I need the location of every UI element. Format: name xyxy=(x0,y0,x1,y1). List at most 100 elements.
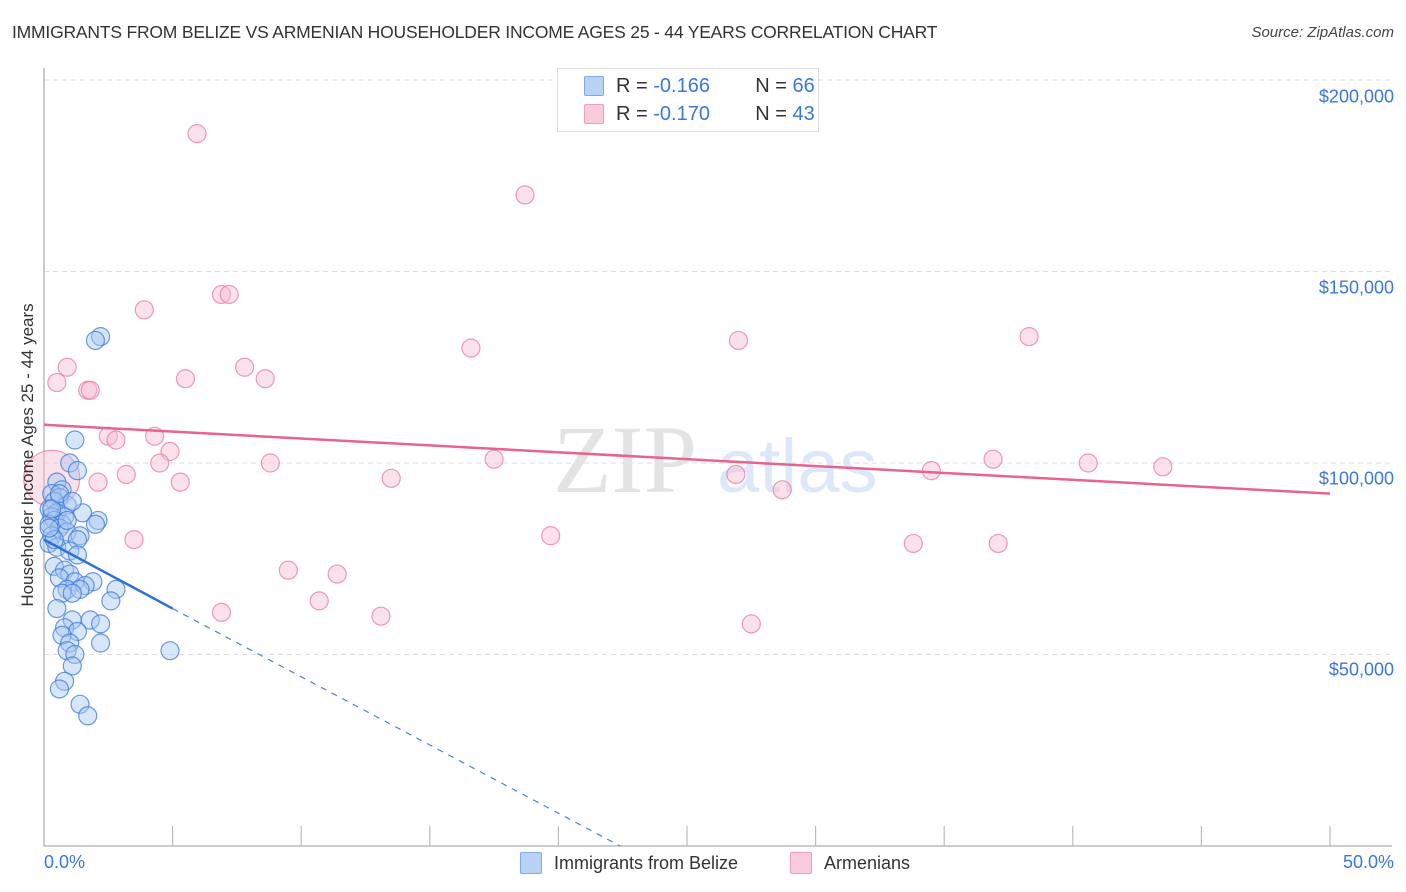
axes xyxy=(43,68,1392,847)
armenians-points xyxy=(23,124,1173,634)
stats-legend: R = -0.166 N = 66 R = -0.170 N = 43 xyxy=(557,68,819,132)
belize-trend-extrapolation xyxy=(172,608,621,847)
armenians-point xyxy=(219,284,239,305)
belize-point xyxy=(54,618,75,638)
armenians-point xyxy=(124,529,144,550)
armenians-point xyxy=(728,330,749,351)
belize-point xyxy=(106,579,126,599)
trend-lines xyxy=(43,423,1331,847)
n-value-armenians: 43 xyxy=(792,102,815,125)
belize-swatch-icon xyxy=(520,852,542,874)
armenians-point xyxy=(726,464,746,485)
belize-point xyxy=(49,679,70,699)
belize-point xyxy=(90,327,111,347)
belize-point xyxy=(44,556,64,577)
belize-point xyxy=(78,706,98,726)
armenians-point xyxy=(170,472,190,492)
armenians-point xyxy=(106,430,126,450)
armenians-point xyxy=(772,480,792,500)
armenians-point xyxy=(903,533,923,554)
belize-swatch-icon xyxy=(584,76,604,96)
r-label: R = xyxy=(616,74,648,97)
belize-point xyxy=(60,453,80,473)
watermark: ZIP atlas xyxy=(553,406,878,513)
armenians-point xyxy=(255,369,275,389)
armenians-swatch-icon xyxy=(790,852,812,874)
belize-point xyxy=(65,644,85,665)
armenians-point xyxy=(515,185,535,205)
legend-row-armenians: R = -0.170 N = 43 xyxy=(584,101,815,127)
armenians-point xyxy=(187,124,207,144)
armenians-point xyxy=(175,369,196,389)
belize-point xyxy=(52,625,72,645)
belize-point xyxy=(85,330,106,351)
belize-point xyxy=(80,610,100,630)
armenians-point xyxy=(260,453,280,473)
armenians-point xyxy=(541,526,561,546)
armenians-point xyxy=(988,533,1008,554)
belize-point xyxy=(57,510,77,531)
armenians-point xyxy=(235,357,255,377)
armenians-point xyxy=(211,602,232,622)
armenians-point xyxy=(371,606,391,626)
armenians-trend-line xyxy=(43,423,1331,495)
belize-point xyxy=(85,514,106,534)
r-value-belize: -0.166 xyxy=(653,74,710,97)
armenians-point xyxy=(211,284,232,305)
x-tick-min: 0.0% xyxy=(44,852,86,872)
armenians-point xyxy=(88,472,108,492)
legend-item-armenians[interactable]: Armenians xyxy=(790,852,910,874)
belize-point xyxy=(62,656,82,676)
x-tick-max: 50.0% xyxy=(1342,852,1394,872)
r-label: R = xyxy=(616,102,648,125)
belize-point xyxy=(67,621,88,642)
belize-point xyxy=(47,598,67,619)
chart-title: IMMIGRANTS FROM BELIZE VS ARMENIAN HOUSE… xyxy=(12,22,938,42)
legend-item-belize[interactable]: Immigrants from Belize xyxy=(520,852,738,874)
belize-point xyxy=(52,583,72,603)
armenians-point xyxy=(327,564,347,584)
belize-point xyxy=(57,495,77,515)
belize-point xyxy=(65,430,85,450)
belize-point xyxy=(49,568,70,588)
belize-point xyxy=(90,633,111,653)
armenians-point xyxy=(150,453,170,473)
belize-point xyxy=(160,641,180,661)
belize-trend-line xyxy=(43,538,174,610)
armenians-point xyxy=(309,591,329,611)
armenians-point xyxy=(461,338,481,358)
armenians-point xyxy=(23,449,81,507)
armenians-point xyxy=(278,560,298,580)
armenians-swatch-icon xyxy=(584,104,604,124)
belize-point xyxy=(62,491,82,511)
belize-point xyxy=(67,461,88,481)
y-tick-150k: $150,000 xyxy=(1318,277,1394,298)
armenians-point xyxy=(741,614,761,634)
belize-point xyxy=(62,583,82,603)
belize-point xyxy=(60,633,80,653)
legend-row-belize: R = -0.166 N = 66 xyxy=(584,73,815,99)
armenians-point xyxy=(1078,453,1098,473)
armenians-point xyxy=(484,449,504,469)
source-label: Source: ZipAtlas.com xyxy=(1251,24,1394,41)
belize-point xyxy=(39,518,59,538)
armenians-point xyxy=(80,380,100,400)
n-value-belize: 66 xyxy=(792,74,815,97)
armenians-point xyxy=(134,300,154,320)
r-value-armenians: -0.170 xyxy=(653,102,710,125)
belize-point xyxy=(70,694,90,714)
armenians-point xyxy=(1019,327,1039,347)
belize-point xyxy=(101,591,121,611)
armenians-point xyxy=(47,372,67,393)
y-tick-200k: $200,000 xyxy=(1318,86,1394,107)
armenians-point xyxy=(921,461,941,481)
belize-point xyxy=(90,614,111,634)
y-tick-50k: $50,000 xyxy=(1328,659,1394,680)
armenians-point xyxy=(983,449,1003,469)
belize-point xyxy=(67,529,88,550)
armenians-point xyxy=(381,468,401,488)
legend-label-armenians: Armenians xyxy=(824,852,911,873)
y-axis-title: Householder Income Ages 25 - 44 years xyxy=(18,303,37,607)
belize-points xyxy=(39,327,180,726)
